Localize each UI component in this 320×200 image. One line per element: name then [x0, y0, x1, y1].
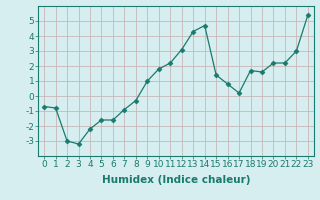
- X-axis label: Humidex (Indice chaleur): Humidex (Indice chaleur): [102, 175, 250, 185]
